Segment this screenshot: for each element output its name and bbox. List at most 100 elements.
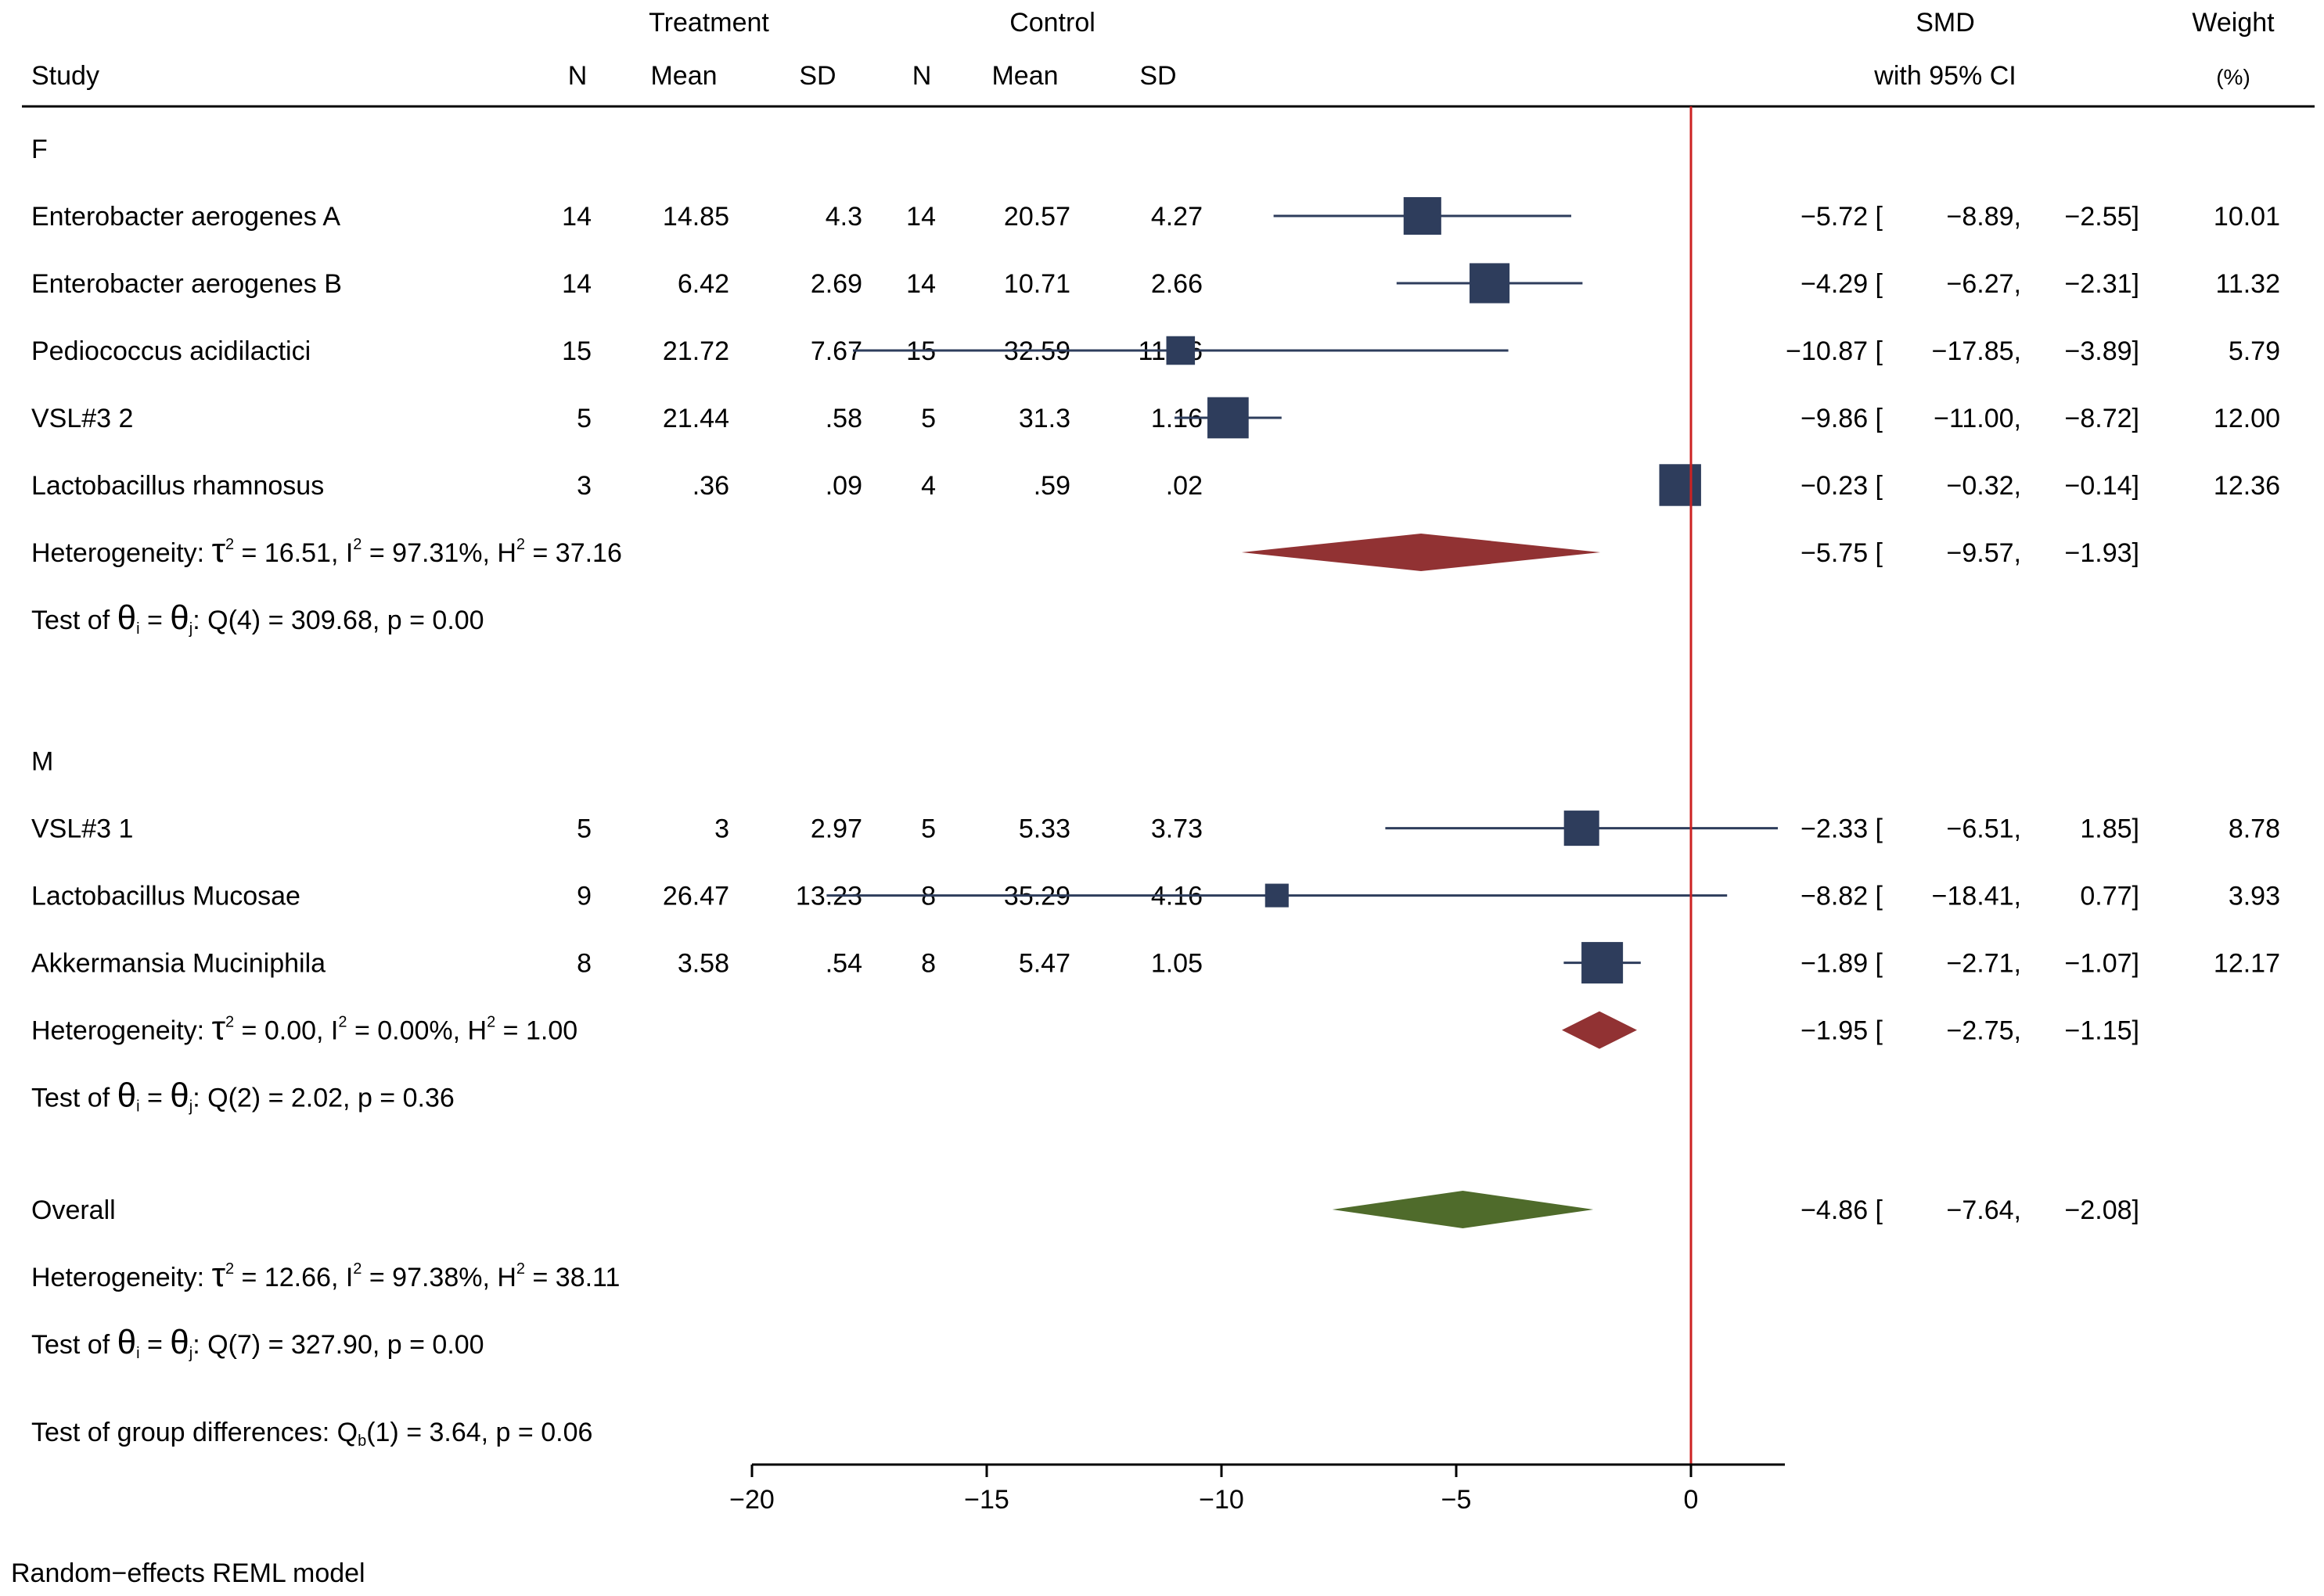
study-0-3-weight: 12.00 — [2214, 404, 2280, 433]
study-0-4-point — [1659, 464, 1701, 506]
study-0-1-treatment-sd: 2.69 — [811, 269, 862, 299]
study-0-0-weight: 10.01 — [2214, 202, 2280, 232]
study-1-0-smd: −2.33 [ — [1801, 814, 1883, 844]
header-control-sd: SD — [1139, 61, 1176, 91]
study-0-0-treatment-mean: 14.85 — [663, 202, 729, 232]
overall-ci-lower: −7.64, — [1947, 1195, 2021, 1225]
header-control-n: N — [912, 61, 932, 91]
study-1-2-point — [1581, 942, 1624, 984]
study-1-0-weight: 8.78 — [2229, 814, 2280, 844]
header-smd: SMD — [1916, 8, 1975, 38]
overall-homogeneity-test: Test of θi = θj: Q(7) = 327.90, p = 0.00 — [31, 1323, 484, 1362]
x-tick-label-4: 0 — [1684, 1485, 1699, 1515]
study-0-0-control-mean: 20.57 — [1004, 202, 1070, 232]
group-1-pooled-smd: −1.95 [ — [1801, 1016, 1883, 1046]
header-ci: with 95% CI — [1873, 61, 2016, 91]
study-1-1-treatment-n: 9 — [577, 882, 592, 911]
group-1-homogeneity-test: Test of θi = θj: Q(2) = 2.02, p = 0.36 — [31, 1077, 455, 1116]
study-0-4-control-mean: .59 — [1034, 471, 1070, 501]
study-1-1-point — [1265, 883, 1289, 908]
study-1-0-control-n: 5 — [921, 814, 936, 844]
header-control-mean: Mean — [991, 61, 1058, 91]
study-1-0-name: VSL#3 1 — [31, 814, 133, 844]
study-0-1-treatment-n: 14 — [562, 269, 592, 299]
study-0-3-treatment-mean: 21.44 — [663, 404, 729, 433]
study-0-2-treatment-mean: 21.72 — [663, 336, 729, 366]
study-1-0-treatment-sd: 2.97 — [811, 814, 862, 844]
group-1-pooled-ci-lower: −2.75, — [1947, 1016, 2021, 1046]
study-1-2-weight: 12.17 — [2214, 949, 2280, 979]
study-0-2-ci-lower: −17.85, — [1932, 336, 2021, 366]
study-0-3-smd: −9.86 [ — [1801, 404, 1883, 433]
study-0-4-ci-lower: −0.32, — [1947, 471, 2021, 501]
group-0-heterogeneity: Heterogeneity: τ2 = 16.51, I2 = 97.31%, … — [31, 531, 622, 570]
group-label-M: M — [31, 747, 53, 777]
overall-ci-upper: −2.08] — [2065, 1195, 2139, 1225]
footer-note: Random−effects REML model — [11, 1558, 365, 1588]
study-1-2-ci-upper: −1.07] — [2065, 949, 2139, 979]
overall-diamond — [1332, 1191, 1594, 1228]
overall-label: Overall — [31, 1195, 116, 1225]
header-treatment-sd: SD — [799, 61, 836, 91]
study-0-0-control-n: 14 — [906, 202, 936, 232]
study-1-1-weight: 3.93 — [2229, 882, 2280, 911]
overall-smd: −4.86 [ — [1801, 1195, 1883, 1225]
study-0-2-name: Pediococcus acidilactici — [31, 336, 311, 366]
study-0-0-control-sd: 4.27 — [1151, 202, 1203, 232]
study-1-1-ci-upper: 0.77] — [2080, 882, 2139, 911]
study-0-0-ci-lower: −8.89, — [1947, 202, 2021, 232]
x-tick-label-1: −15 — [964, 1485, 1009, 1515]
study-0-1-smd: −4.29 [ — [1801, 269, 1883, 299]
x-tick-label-2: −10 — [1199, 1485, 1244, 1515]
group-1-pooled-ci-upper: −1.15] — [2065, 1016, 2139, 1046]
study-1-0-ci-lower: −6.51, — [1947, 814, 2021, 844]
study-0-3-treatment-n: 5 — [577, 404, 592, 433]
study-0-2-ci-upper: −3.89] — [2065, 336, 2139, 366]
group-0-homogeneity-test: Test of θi = θj: Q(4) = 309.68, p = 0.00 — [31, 598, 484, 638]
study-0-4-name: Lactobacillus rhamnosus — [31, 471, 324, 501]
study-0-1-control-sd: 2.66 — [1151, 269, 1203, 299]
study-0-4-treatment-sd: .09 — [826, 471, 862, 501]
x-tick-label-3: −5 — [1441, 1485, 1472, 1515]
study-0-1-name: Enterobacter aerogenes B — [31, 269, 342, 299]
study-0-2-smd: −10.87 [ — [1786, 336, 1883, 366]
group-1-pooled-diamond — [1562, 1011, 1637, 1049]
study-1-0-treatment-mean: 3 — [714, 814, 729, 844]
header-control: Control — [1009, 8, 1095, 38]
study-0-1-ci-upper: −2.31] — [2065, 269, 2139, 299]
x-tick-label-0: −20 — [729, 1485, 775, 1515]
group-1-heterogeneity: Heterogeneity: τ2 = 0.00, I2 = 0.00%, H2… — [31, 1009, 577, 1048]
study-1-2-ci-lower: −2.71, — [1947, 949, 2021, 979]
study-1-1-treatment-mean: 26.47 — [663, 882, 729, 911]
study-1-0-treatment-n: 5 — [577, 814, 592, 844]
study-0-1-control-n: 14 — [906, 269, 936, 299]
study-1-1-name: Lactobacillus Mucosae — [31, 882, 300, 911]
group-differences-test: Test of group differences: Qb(1) = 3.64,… — [31, 1418, 592, 1450]
study-0-4-smd: −0.23 [ — [1801, 471, 1883, 501]
header-study: Study — [31, 61, 99, 91]
study-0-4-control-n: 4 — [921, 471, 936, 501]
study-1-0-point — [1563, 811, 1599, 847]
group-0-pooled-smd: −5.75 [ — [1801, 538, 1883, 568]
study-1-2-smd: −1.89 [ — [1801, 949, 1883, 979]
study-0-4-treatment-mean: .36 — [693, 471, 729, 501]
header-treatment-n: N — [568, 61, 588, 91]
study-1-2-treatment-mean: 3.58 — [678, 949, 729, 979]
study-1-0-control-sd: 3.73 — [1151, 814, 1203, 844]
study-0-3-control-n: 5 — [921, 404, 936, 433]
study-0-4-ci-upper: −0.14] — [2065, 471, 2139, 501]
study-1-2-name: Akkermansia Muciniphila — [31, 949, 326, 979]
study-0-4-control-sd: .02 — [1166, 471, 1203, 501]
study-0-0-ci-upper: −2.55] — [2065, 202, 2139, 232]
study-0-1-point — [1470, 263, 1510, 304]
study-0-1-weight: 11.32 — [2215, 269, 2280, 299]
group-0-pooled-diamond — [1241, 534, 1601, 571]
study-1-2-treatment-n: 8 — [577, 949, 592, 979]
study-0-1-treatment-mean: 6.42 — [678, 269, 729, 299]
study-0-3-ci-upper: −8.72] — [2065, 404, 2139, 433]
study-0-1-ci-lower: −6.27, — [1947, 269, 2021, 299]
group-0-pooled-ci-upper: −1.93] — [2065, 538, 2139, 568]
study-1-1-ci-lower: −18.41, — [1932, 882, 2021, 911]
study-1-2-control-mean: 5.47 — [1019, 949, 1070, 979]
